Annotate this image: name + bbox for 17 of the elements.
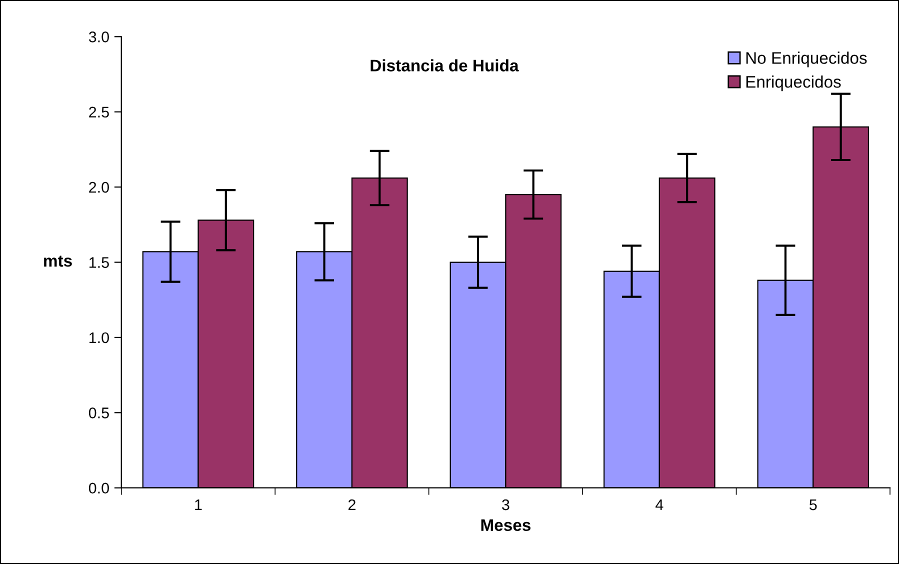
y-tick-label: 0.5: [88, 408, 109, 418]
x-tick-label: 4: [656, 500, 664, 510]
legend-label: No Enriquecidos: [746, 52, 867, 68]
x-tick-label: 3: [502, 499, 510, 510]
text: Distancia de Huida: [370, 59, 519, 72]
y-tick-label: 0.0: [88, 482, 109, 494]
x-axis-title: Meses: [481, 519, 530, 532]
y-axis-title: mts: [44, 256, 72, 267]
x-tick-label: 5: [810, 500, 817, 510]
x-tick-label: 2: [348, 499, 356, 510]
y-tick-label: 2.5: [89, 106, 109, 118]
y-tick-label: 1.0: [89, 332, 109, 344]
y-tick-label: 1.5: [89, 257, 109, 268]
x-tick-label: 1: [195, 500, 202, 510]
y-tick-label: 2.0: [89, 182, 109, 193]
legend-label: Enriquecidos: [746, 76, 841, 92]
y-tick-label: 3.0: [88, 32, 109, 42]
